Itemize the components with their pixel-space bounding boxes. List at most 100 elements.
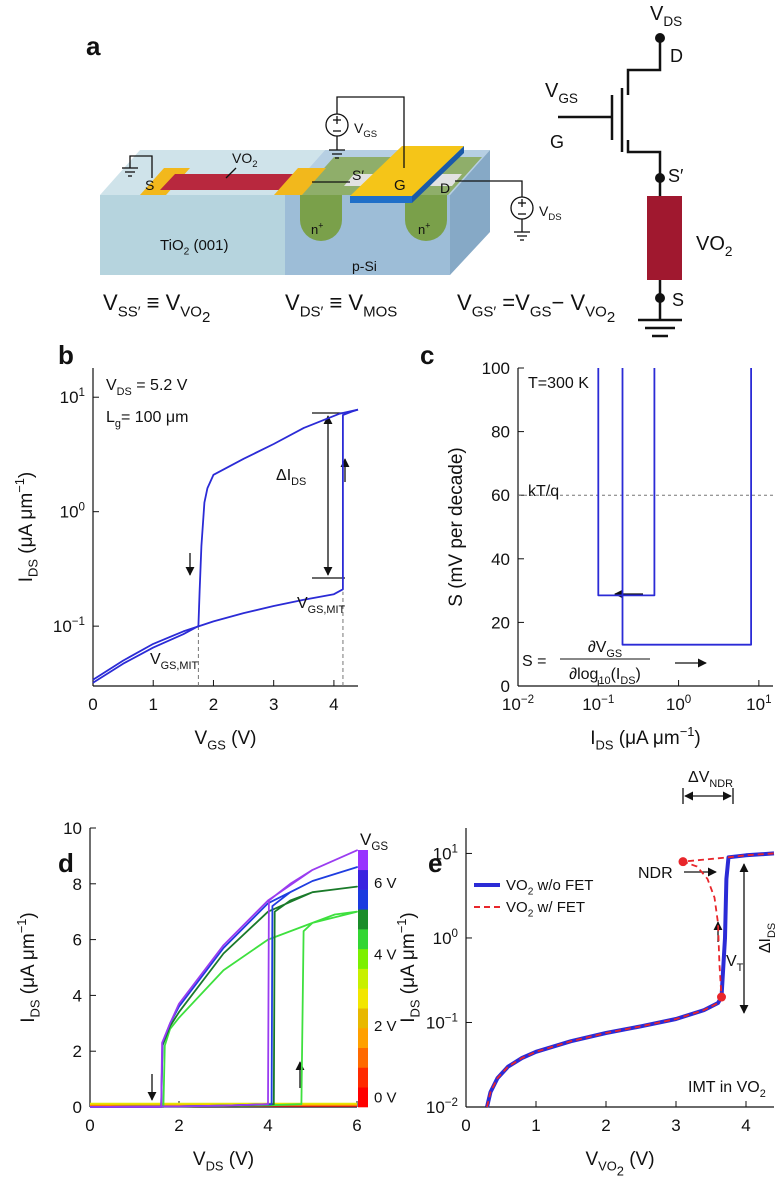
text-part: 10 — [598, 675, 610, 687]
n-well — [405, 195, 447, 241]
x-tick-label: 4 — [741, 1116, 750, 1135]
circuit-label: VDS — [650, 3, 682, 29]
text-part: I — [590, 728, 595, 749]
y-tick-label: 10−2 — [426, 1096, 458, 1117]
text-part: ) — [694, 728, 700, 749]
text-part: V — [106, 377, 117, 394]
text-part: n — [311, 222, 318, 237]
annotation: ΔIDS — [757, 923, 778, 953]
text-part: VO — [506, 899, 528, 916]
text-part: 2 — [528, 909, 534, 920]
y-tick-label: 101 — [433, 842, 458, 863]
text-part: 10 — [502, 695, 521, 714]
x-tick-label: 4 — [263, 1116, 272, 1135]
text-part: V — [360, 830, 372, 849]
formula-text: ∂VGS — [588, 639, 622, 660]
colorbar-segment — [358, 948, 368, 969]
panel-label: d — [58, 848, 74, 878]
point — [678, 857, 688, 867]
text-part: GS,MIT — [161, 660, 199, 672]
vo2-channel — [160, 174, 307, 190]
equation: VSS′ ≡ VVO2 — [103, 290, 210, 326]
text-part: =V — [496, 290, 530, 315]
x-tick-label: 0 — [85, 1116, 94, 1135]
text-part: V — [354, 120, 364, 136]
text-part: = 5.2 V — [132, 377, 188, 394]
circuit-label: G — [550, 132, 564, 152]
y-tick-label: 8 — [73, 875, 82, 894]
annotation: ΔIDS — [276, 467, 306, 488]
y-tick-label: 2 — [73, 1042, 82, 1061]
colorbar-segment — [358, 850, 368, 871]
text-part: 10 — [433, 929, 452, 948]
text-part: V — [297, 595, 308, 612]
colorbar-segment — [358, 1067, 368, 1088]
y-axis-label: IDS (μA μm−1) — [12, 472, 41, 582]
text-part: 2 — [760, 1088, 766, 1100]
x-tick-label: 101 — [746, 693, 771, 714]
text-part: MOS — [363, 304, 397, 321]
x-tick-label: 10−2 — [502, 693, 534, 714]
text-part: −2 — [445, 1096, 458, 1109]
text-part: ΔI — [757, 938, 774, 953]
text-part: DS — [117, 386, 132, 398]
series-line — [89, 885, 358, 1108]
text-part: GS — [371, 840, 388, 853]
text-part: V — [726, 953, 737, 970]
colorbar-segment — [358, 909, 368, 930]
series-line — [92, 408, 359, 681]
colorbar-segment — [358, 929, 368, 950]
text-part: V — [285, 290, 300, 315]
text-part: 10 — [433, 844, 452, 863]
series-line — [486, 852, 775, 1108]
text-part: GS′ — [472, 304, 497, 321]
text-part: ∂V — [588, 639, 607, 656]
gate-oxide — [412, 146, 464, 203]
y-tick-label: 0 — [501, 677, 510, 696]
point — [717, 992, 726, 1002]
annotation: kT/q — [528, 483, 559, 500]
annotation: IMT in VO2 — [688, 1079, 766, 1100]
x-tick-label: 1 — [531, 1116, 540, 1135]
colorbar-segment — [358, 1087, 368, 1108]
text-part: (V) — [226, 728, 257, 749]
formula-text: S = — [522, 653, 546, 670]
gate — [350, 146, 464, 196]
text-part: GS,MIT — [308, 604, 346, 616]
vo2-resistor — [647, 196, 682, 280]
text-part: = 100 μm — [121, 409, 188, 426]
colorbar-tick-label: 4 V — [374, 947, 397, 964]
text-part: 0 — [79, 501, 85, 514]
text-part: DS — [766, 923, 778, 938]
text-part: (μA μm — [16, 493, 37, 559]
device-label: p-Si — [352, 258, 377, 274]
text-part: GS — [606, 648, 622, 660]
text-part: 10 — [426, 1098, 445, 1117]
text-part: 10 — [746, 695, 765, 714]
y-tick-label: 101 — [60, 386, 85, 407]
x-axis-label: VGS (V) — [195, 728, 257, 753]
text-part: 10 — [426, 1013, 445, 1032]
node — [655, 173, 665, 183]
text-part: VO — [696, 233, 725, 255]
text-part: ) — [635, 666, 640, 683]
device-label: VO2 — [232, 150, 258, 170]
x-axis-label: VDS (V) — [193, 1149, 254, 1174]
x-axis-label: VVO2 (V) — [585, 1149, 654, 1179]
text-part: GS — [363, 129, 377, 140]
text-part: I — [16, 577, 37, 582]
colorbar-segment — [358, 889, 368, 910]
y-tick-label: 10−1 — [426, 1011, 458, 1032]
text-part: 1 — [765, 693, 771, 706]
vo2-pad — [274, 168, 326, 195]
text-part: −2 — [521, 693, 534, 706]
text-part: DS — [596, 738, 614, 753]
x-tick-label: 0 — [461, 1116, 470, 1135]
gate-oxide — [350, 196, 412, 203]
equation: VGS′ =VGS− VVO2 — [457, 290, 615, 326]
colorbar-segment — [358, 988, 368, 1009]
text-part: + — [318, 221, 323, 231]
arrows — [147, 412, 749, 1101]
